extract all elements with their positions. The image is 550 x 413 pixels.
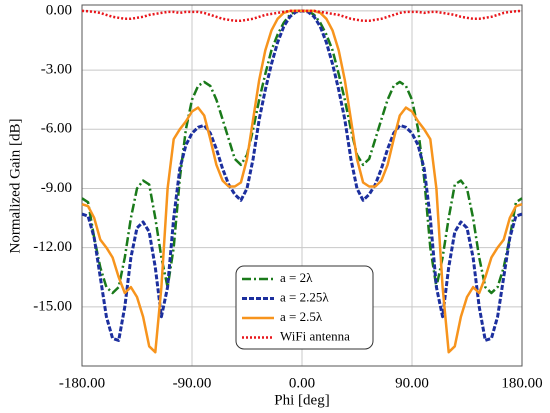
x-tick-label: -90.00	[173, 375, 212, 391]
plot-frame	[81, 4, 523, 367]
y-tick-label: 0.00	[46, 2, 72, 18]
legend-label: WiFi antenna	[280, 328, 350, 343]
legend-label: a = 2λ	[280, 270, 313, 285]
x-tick-label: 90.00	[395, 375, 429, 391]
x-tick-label: 0.00	[289, 375, 315, 391]
series-line	[81, 9, 523, 23]
y-axis-label: Normalized Gain [dB]	[7, 119, 23, 254]
y-tick-label: -9.00	[41, 180, 72, 196]
legend-box	[235, 265, 374, 350]
legend: a = 2λ a = 2.25λ a = 2.5λ WiFi antenna	[235, 265, 374, 350]
y-tick-label: -12.00	[33, 239, 72, 255]
y-tick-label: -15.00	[33, 298, 72, 314]
x-axis-label: Phi [deg]	[274, 392, 329, 408]
series-line	[81, 9, 523, 295]
legend-label: a = 2.5λ	[280, 309, 323, 324]
y-tick-label: -3.00	[41, 62, 72, 78]
legend-label: a = 2.25λ	[280, 289, 329, 304]
x-tick-label: -180.00	[59, 375, 105, 391]
y-tick-label: -6.00	[41, 121, 72, 137]
x-tick-label: 180.00	[501, 375, 542, 391]
